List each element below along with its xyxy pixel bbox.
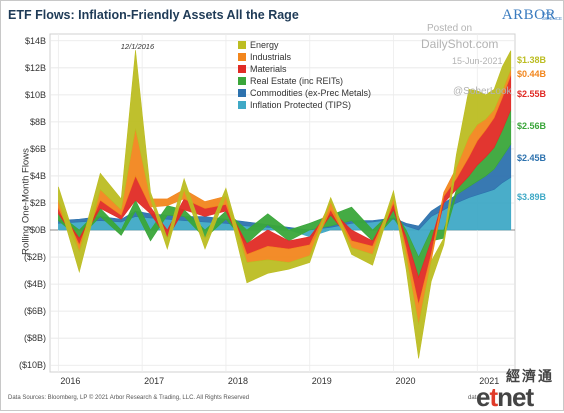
- y-tick-label: $10B: [25, 90, 46, 100]
- series-end-label: $1.38B: [517, 55, 547, 65]
- y-tick-label: $8B: [30, 117, 46, 127]
- x-tick-label: 2019: [312, 376, 332, 386]
- series-end-label: $3.89B: [517, 192, 547, 202]
- x-tick-label: 2021: [479, 376, 499, 386]
- annotation-label: 12/1/2016: [121, 42, 155, 51]
- x-tick-label: 2018: [228, 376, 248, 386]
- data-source-note: Data Sources: Bloomberg, LP © 2021 Arbor…: [8, 395, 250, 401]
- area-series: [58, 109, 512, 279]
- legend-label: Commodities (ex-Prec Metals): [250, 88, 371, 98]
- watermark-site: DailyShot.com: [421, 37, 499, 51]
- y-tick-label: ($4B): [24, 279, 46, 289]
- series-end-label: $0.44B: [517, 69, 547, 79]
- area-series: [58, 50, 512, 359]
- chart-title: ETF Flows: Inflation-Friendly Assets All…: [8, 8, 299, 22]
- watermark-date: 15-Jun-2021: [452, 56, 503, 66]
- legend-label: Real Estate (inc REITs): [250, 76, 343, 86]
- series-end-label: $2.56B: [517, 121, 547, 131]
- watermark-handle: @SoberLook: [453, 86, 512, 97]
- series-end-label: $2.55B: [517, 89, 547, 99]
- legend-swatch: [238, 77, 246, 85]
- series-end-label: $2.45B: [517, 153, 547, 163]
- y-axis-label: Rolling One-Month Flows: [20, 148, 32, 255]
- watermark-posted-on: Posted on: [427, 23, 473, 34]
- y-tick-label: ($6B): [24, 306, 46, 316]
- etnet-chinese-logo: 經濟通: [506, 369, 554, 385]
- legend-swatch: [238, 65, 246, 73]
- y-tick-label: $4B: [30, 171, 46, 181]
- arbor-logo: ARBOR: [501, 7, 556, 23]
- y-tick-label: $0B: [30, 225, 46, 235]
- y-tick-label: $14B: [25, 36, 46, 46]
- y-tick-label: $2B: [30, 198, 46, 208]
- legend-label: Industrials: [250, 52, 292, 62]
- legend-swatch: [238, 53, 246, 61]
- arbor-logo-subtitle: DATA SCIENCE: [542, 11, 563, 21]
- legend-swatch: [238, 41, 246, 49]
- x-tick-label: 2016: [60, 376, 80, 386]
- y-tick-label: ($10B): [19, 360, 46, 370]
- legend-label: Energy: [250, 40, 279, 50]
- y-tick-label: ($2B): [24, 252, 46, 262]
- legend-swatch: [238, 101, 246, 109]
- y-tick-label: $6B: [30, 144, 46, 154]
- x-tick-label: 2020: [395, 376, 415, 386]
- legend-label: Inflation Protected (TIPS): [250, 100, 351, 110]
- x-tick-label: 2017: [144, 376, 164, 386]
- legend-swatch: [238, 89, 246, 97]
- y-tick-label: $12B: [25, 63, 46, 73]
- data-source-short: data: [468, 395, 480, 401]
- y-tick-label: ($8B): [24, 333, 46, 343]
- legend-label: Materials: [250, 64, 287, 74]
- etnet-logo: etnet: [476, 382, 534, 412]
